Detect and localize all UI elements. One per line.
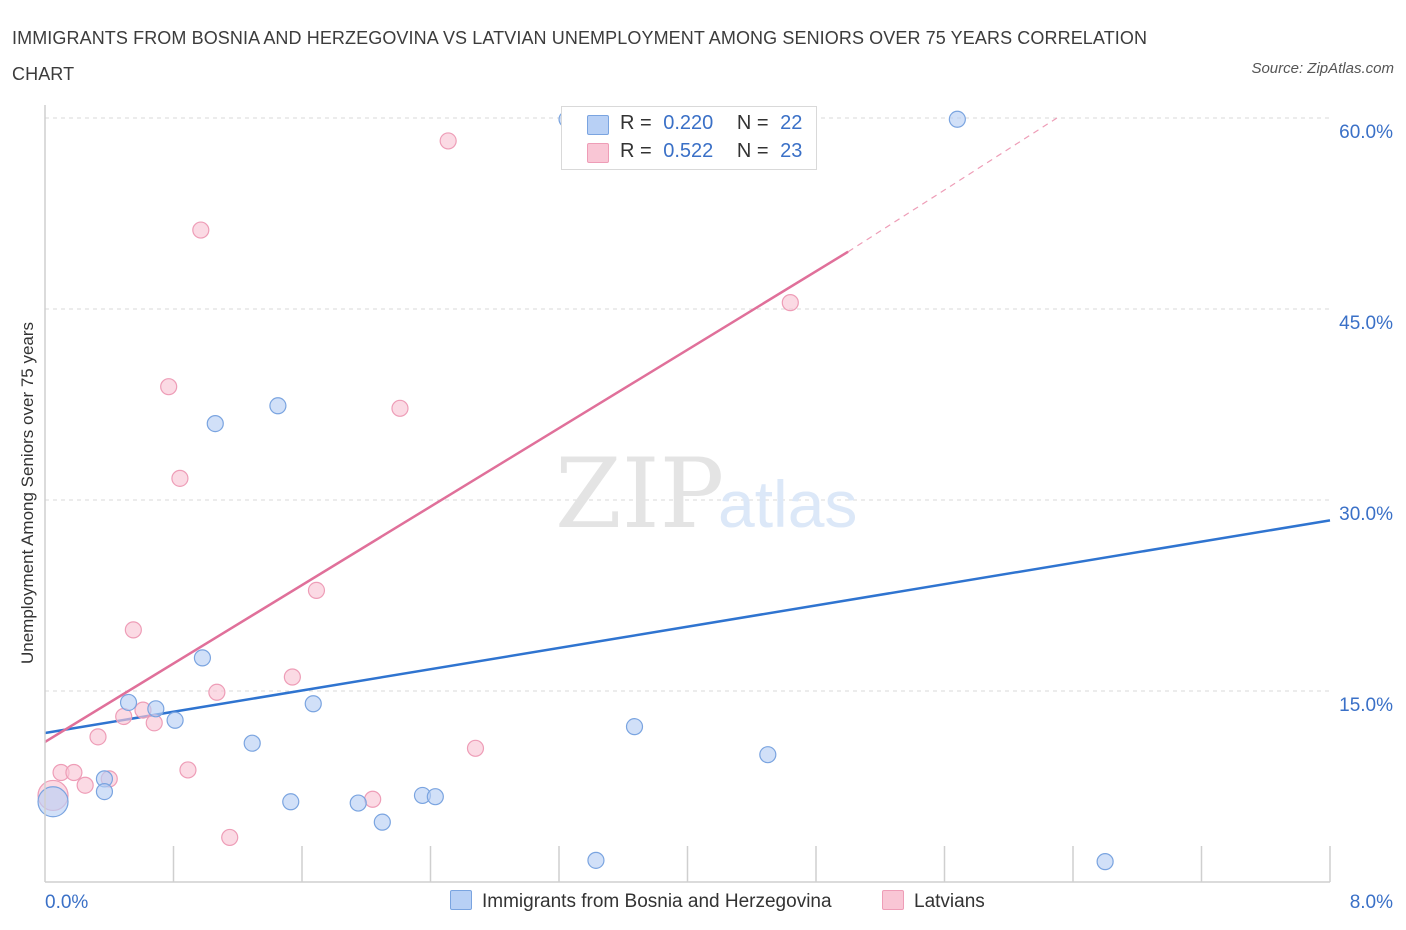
legend-r-value: 0.522 (663, 140, 714, 162)
bottom-legend-bosnia: Immigrants from Bosnia and Herzegovina (450, 890, 832, 913)
point-latvians (466, 739, 485, 757)
point-latvians (160, 378, 178, 396)
bottom-legend-latvians: Latvians (882, 890, 985, 913)
chart-title: IMMIGRANTS FROM BOSNIA AND HERZEGOVINA V… (12, 28, 1148, 84)
point-latvians (364, 790, 382, 808)
point-latvians (439, 132, 457, 150)
watermark: ZIP atlas (555, 438, 857, 550)
point-latvians (208, 683, 226, 701)
point-bosnia (587, 851, 605, 869)
point-bosnia (759, 746, 777, 764)
trend-line-latvians-extension (847, 117, 1058, 253)
point-bosnia (166, 711, 184, 729)
point-latvians (124, 621, 142, 639)
axis-layer (44, 105, 1331, 883)
point-bosnia (119, 693, 138, 712)
legend-r-value: 0.220 (663, 112, 714, 134)
bottom-legend-label: Immigrants from Bosnia and Herzegovina (482, 891, 832, 912)
point-bosnia (147, 700, 165, 718)
point-bosnia (1096, 853, 1114, 871)
watermark-zip: ZIP (555, 438, 724, 550)
point-bosnia (948, 110, 966, 128)
bottom-legend-swatch-pink (882, 890, 904, 910)
watermark-atlas: atlas (718, 467, 857, 541)
legend-n-value: 23 (780, 140, 803, 162)
point-latvians (192, 221, 210, 239)
x-tick-label: 8.0% (1350, 892, 1393, 913)
legend-r-label: R = (620, 112, 652, 134)
correlation-legend: R = 0.220 N = 22 R = 0.522 N = 23 (561, 106, 817, 170)
y-tick-label: 45.0% (1339, 313, 1393, 334)
grid-layer (45, 117, 1330, 692)
point-latvians (89, 728, 107, 746)
legend-swatch-blue (587, 115, 609, 135)
source-label: Source: ZipAtlas.com (1251, 60, 1394, 77)
point-latvians (221, 828, 239, 847)
point-bosnia (373, 813, 391, 831)
point-bosnia (95, 782, 114, 801)
trend-line-latvians (44, 250, 849, 744)
legend-swatch-pink (587, 143, 609, 163)
trend-layer (44, 117, 1331, 744)
point-bosnia (349, 794, 367, 812)
point-latvians (781, 294, 799, 312)
trend-line-bosnia (44, 519, 1331, 735)
y-tick-label: 15.0% (1339, 695, 1393, 716)
point-bosnia (193, 649, 212, 667)
point-bosnia (304, 695, 322, 713)
legend-n-value: 22 (780, 112, 803, 134)
point-latvians (179, 761, 197, 779)
point-bosnia (426, 788, 444, 806)
point-latvians (171, 469, 189, 487)
bottom-legend-label: Latvians (914, 891, 985, 912)
point-bosnia (37, 786, 69, 818)
y-tick-label: 30.0% (1339, 504, 1393, 525)
point-bosnia (282, 793, 300, 811)
y-tick-label: 60.0% (1339, 122, 1393, 143)
tick-label-layer: 15.0% 30.0% 45.0% 60.0% 0.0% 8.0% (45, 122, 1393, 913)
legend-n-label: N = (736, 112, 769, 134)
legend-r-label: R = (620, 140, 652, 162)
legend-n-label: N = (736, 140, 769, 162)
bottom-legend-swatch-blue (450, 890, 472, 910)
point-latvians (76, 776, 94, 794)
point-latvians (307, 581, 326, 600)
point-bosnia (625, 718, 644, 736)
point-latvians (65, 763, 83, 782)
y-axis-label: Unemployment Among Seniors over 75 years (18, 321, 37, 665)
x-tick-label: 0.0% (45, 892, 88, 913)
point-latvians (391, 399, 409, 417)
point-bosnia (243, 734, 261, 752)
point-latvians (283, 668, 301, 686)
point-bosnia (206, 415, 224, 433)
point-bosnia (269, 397, 287, 415)
